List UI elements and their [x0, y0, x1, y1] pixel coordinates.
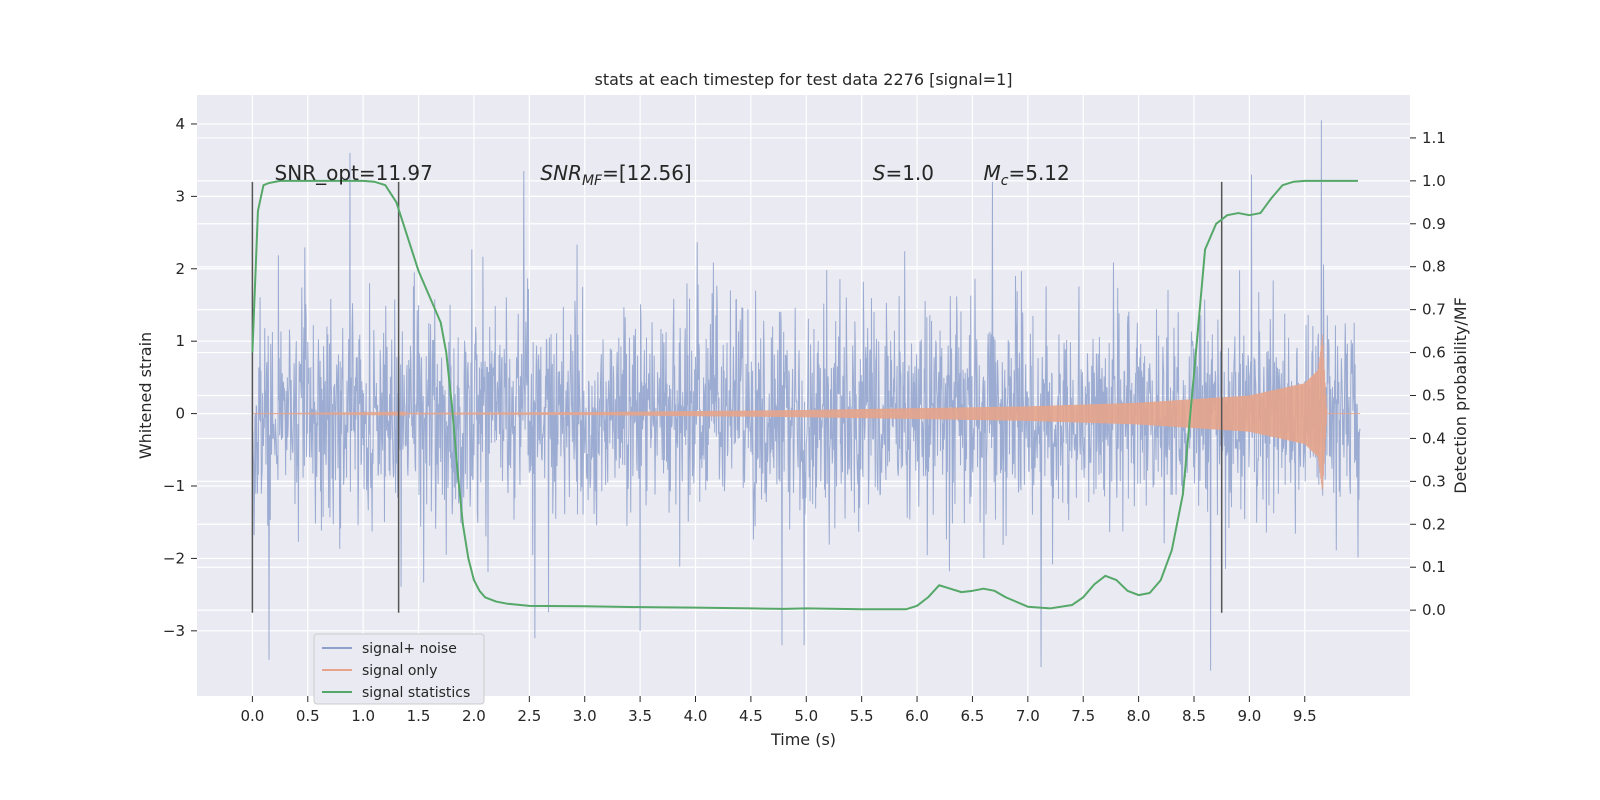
x-tick-label: 7.0: [1016, 707, 1040, 725]
right-tick-label: 0.8: [1422, 258, 1446, 276]
x-tick-label: 4.5: [739, 707, 763, 725]
x-tick-label: 5.5: [850, 707, 874, 725]
legend: signal+ noise signal only signal statistic…: [313, 633, 485, 705]
right-tick-label: 0.6: [1422, 344, 1446, 362]
x-tick-label: 8.0: [1127, 707, 1151, 725]
legend-entry: signal statistics: [362, 685, 470, 701]
annotation-value: =5.12: [1008, 161, 1069, 185]
right-tick-label: 0.3: [1422, 472, 1446, 490]
x-tick-label: 9.5: [1293, 707, 1317, 725]
left-tick-label: 3: [175, 187, 185, 205]
annotation-0: SNR_opt=11.97: [275, 161, 433, 185]
x-tick-label: 3.5: [628, 707, 652, 725]
annotation-1: SNRMF=[12.56]: [540, 161, 691, 189]
left-tick-label: 4: [175, 115, 185, 133]
x-tick-label: 0.0: [240, 707, 264, 725]
left-y-axis-label: Whitened strain: [136, 332, 155, 459]
annotation-value: =[12.56]: [602, 161, 692, 185]
annotation-symbol: S: [873, 161, 886, 185]
x-tick-label: 9.0: [1237, 707, 1261, 725]
x-tick-label: 4.0: [684, 707, 708, 725]
right-tick-label: 0.0: [1422, 601, 1446, 619]
x-tick-label: 0.5: [296, 707, 320, 725]
signal-only-line: [252, 334, 1361, 490]
left-tick-label: −3: [163, 622, 185, 640]
annotation-subscript: MF: [582, 173, 603, 189]
annotation-3: Mc=5.12: [984, 161, 1070, 189]
annotations: SNR_opt=11.97 SNRMF=[12.56] S=1.0 Mc=5.12: [275, 161, 1070, 189]
left-tick-label: −2: [163, 549, 185, 567]
x-tick-label: 7.5: [1071, 707, 1095, 725]
x-tick-label: 2.0: [462, 707, 486, 725]
right-tick-label: 0.5: [1422, 387, 1446, 405]
x-axis-label: Time (s): [770, 730, 836, 749]
x-tick-label: 1.5: [407, 707, 431, 725]
right-tick-label: 1.0: [1422, 172, 1446, 190]
x-tick-label: 6.5: [961, 707, 985, 725]
left-tick-label: −1: [163, 477, 185, 495]
left-tick-label: 2: [175, 260, 185, 278]
annotation-2: S=1.0: [873, 161, 934, 185]
right-tick-label: 0.9: [1422, 215, 1446, 233]
x-tick-label: 3.0: [573, 707, 597, 725]
series-signal-statistics: [251, 179, 1358, 611]
right-y-axis-label: Detection probability/MF: [1451, 297, 1470, 494]
x-axis-ticks: 0.0 0.5 1.0 1.5 2.0 2.5 3.0 3.5 4.0 4.5 5.0 5.5 6.0 6…: [240, 696, 1317, 725]
x-tick-label: 2.5: [517, 707, 541, 725]
x-tick-label: 5.0: [794, 707, 818, 725]
right-tick-label: 0.4: [1422, 429, 1446, 447]
legend-entry: signal only: [362, 663, 437, 679]
x-tick-label: 1.0: [351, 707, 375, 725]
x-tick-label: 6.0: [905, 707, 929, 725]
annotation-symbol: M: [984, 161, 1001, 185]
series-signal-only: [252, 334, 1361, 490]
left-tick-label: 1: [175, 332, 185, 350]
vertical-markers: [251, 181, 1223, 613]
signal-statistics-line: [251, 179, 1358, 611]
legend-entry: signal+ noise: [362, 641, 457, 657]
legend-box: [313, 633, 485, 705]
right-axis-ticks: 0.0 0.1 0.2 0.3 0.4 0.5 0.6 0.7 0.8 0.9 1.0 1.1: [1410, 129, 1446, 619]
annotation-subscript: c: [1001, 173, 1009, 189]
chart-title: stats at each timestep for test data 227…: [594, 70, 1012, 89]
right-tick-label: 1.1: [1422, 129, 1446, 147]
right-tick-label: 0.1: [1422, 558, 1446, 576]
left-tick-label: 0: [175, 405, 185, 423]
right-tick-label: 0.7: [1422, 301, 1446, 319]
annotation-value: =1.0: [885, 161, 934, 185]
left-axis-ticks: −3 −2 −1 0 1 2 3 4: [163, 115, 197, 640]
x-tick-label: 8.5: [1182, 707, 1206, 725]
annotation-symbol: SNR: [540, 161, 582, 185]
right-tick-label: 0.2: [1422, 515, 1446, 533]
